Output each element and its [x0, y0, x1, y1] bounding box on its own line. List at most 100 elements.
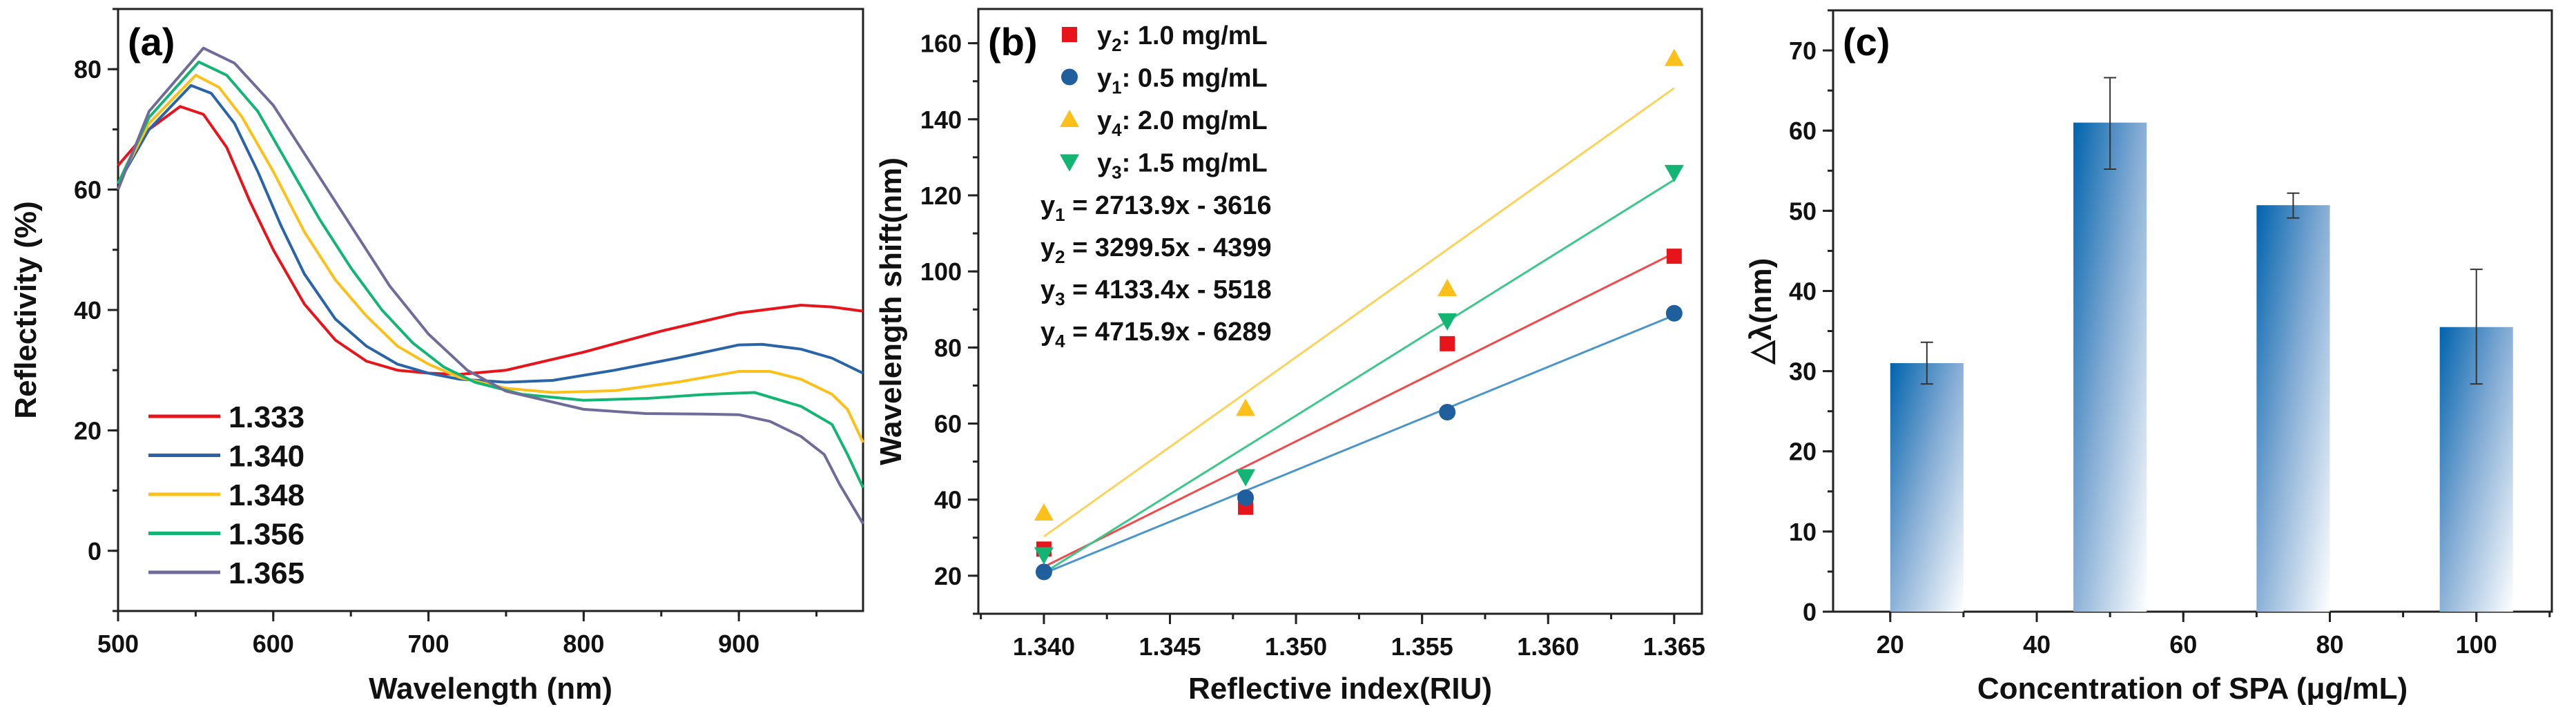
legend-label: 1.348	[229, 478, 304, 512]
curve-1-348	[117, 73, 864, 443]
panel-b-wavelength-shift-chart: 1.340 1.345 1.350 1.355 1.360 1.365 20 40 60 80 10…	[874, 8, 1705, 706]
y-tick-label: 0	[88, 537, 101, 565]
x-tick-label: 600	[253, 630, 294, 658]
equation-var: y	[1040, 233, 1055, 262]
y-axis-title: △λ(nm)	[1744, 258, 1778, 365]
x-tick-label: 1.360	[1517, 632, 1579, 661]
x-tick-label: 1.355	[1391, 632, 1453, 661]
legend-text: : 2.0 mg/mL	[1122, 106, 1268, 135]
fit-line-y1	[1043, 314, 1675, 574]
legend-var: y	[1097, 149, 1112, 178]
data-point-y4	[1437, 278, 1458, 296]
panel-c-concentration-bar-chart: 20 40 60 80 100 0 10 20 30 40 50 60 70 Concentration …	[1744, 9, 2553, 706]
y-tick-label: 70	[1789, 37, 1817, 65]
x-tick-label: 800	[563, 630, 604, 658]
equation-text: = 2713.9x - 3616	[1065, 191, 1272, 220]
panel-label: (a)	[128, 20, 175, 64]
fit-equation: y4 = 4715.9x - 6289	[1040, 318, 1272, 351]
curve-1-340	[117, 84, 864, 384]
data-point-y2	[1666, 249, 1682, 264]
legend-subscript: 1	[1112, 77, 1121, 98]
y-tick-label: 60	[1789, 117, 1817, 145]
equation-var: y	[1040, 275, 1055, 304]
data-point-y4	[1034, 503, 1054, 521]
bar-25	[1890, 362, 1964, 612]
data-point-y3	[1664, 164, 1684, 182]
equation-text: = 4133.4x - 5518	[1065, 275, 1272, 304]
equation-subscript: 1	[1055, 204, 1065, 225]
panel-label: (c)	[1843, 20, 1890, 64]
x-tick-label: 500	[97, 630, 139, 658]
legend-label: y1: 0.5 mg/mL	[1097, 64, 1268, 98]
data-point-y1	[1237, 489, 1255, 506]
x-axis-title: Wavelength (nm)	[369, 672, 612, 706]
y-tick-label: 60	[934, 410, 962, 438]
data-point-y2	[1440, 336, 1455, 351]
panel-label: (b)	[988, 20, 1038, 64]
x-tick-label: 40	[2023, 630, 2051, 659]
y-tick-label: 20	[74, 416, 101, 445]
data-point-y1	[1665, 304, 1683, 322]
y-tick-label: 120	[920, 182, 962, 210]
data-point-y1	[1439, 404, 1456, 420]
x-tick-label: 1.345	[1139, 632, 1201, 661]
x-axis-title: Concentration of SPA (μg/mL)	[1977, 672, 2408, 706]
equation-subscript: 3	[1055, 289, 1065, 309]
fit-equation: y2 = 3299.5x - 4399	[1040, 233, 1272, 267]
x-tick-label: 900	[718, 630, 759, 658]
data-point-y1	[1035, 563, 1052, 581]
data-point-y3	[1236, 469, 1256, 487]
legend-marker	[1060, 110, 1079, 127]
y-tick-label: 60	[74, 176, 101, 204]
y-tick-label: 100	[920, 258, 962, 286]
legend-marker	[1060, 154, 1079, 172]
bar-50	[2073, 122, 2147, 612]
equation-subscript: 2	[1055, 246, 1065, 267]
x-tick-label: 1.365	[1643, 632, 1705, 661]
curve-1-356	[117, 60, 864, 489]
y-tick-label: 80	[934, 333, 962, 362]
y-tick-label: 80	[74, 55, 101, 84]
y-tick-label: 10	[1789, 518, 1817, 546]
x-tick-label: 20	[1877, 630, 1904, 659]
legend-subscript: 2	[1112, 35, 1121, 55]
legend-label: y3: 1.5 mg/mL	[1097, 149, 1268, 183]
legend-text: : 1.0 mg/mL	[1122, 21, 1268, 50]
y-tick-label: 0	[1803, 598, 1817, 626]
bar-75	[2256, 205, 2330, 612]
y-tick-label: 50	[1789, 197, 1817, 225]
legend-var: y	[1097, 106, 1112, 135]
data-point-y4	[1236, 398, 1256, 416]
y-tick-label: 40	[1789, 277, 1817, 305]
legend-label: 1.356	[229, 518, 304, 552]
x-tick-label: 60	[2169, 630, 2197, 659]
fit-line-y2	[1043, 252, 1675, 568]
curve-1-365	[117, 46, 864, 525]
fit-equation: y3 = 4133.4x - 5518	[1040, 275, 1272, 309]
legend-var: y	[1097, 64, 1112, 93]
legend-subscript: 4	[1112, 119, 1122, 140]
legend-label: 1.365	[229, 556, 304, 590]
plot-frame	[1832, 9, 2553, 613]
y-tick-label: 160	[920, 30, 962, 58]
y-tick-label: 20	[934, 562, 962, 590]
equation-subscript: 4	[1055, 331, 1065, 351]
data-point-y3	[1034, 547, 1054, 565]
legend-var: y	[1097, 21, 1112, 50]
x-tick-label: 100	[2456, 630, 2497, 659]
data-point-y3	[1437, 313, 1458, 331]
panel-a-reflectivity-chart: 500 600 700 800 900 0 20 40 60 80 Wavelength (nm) R…	[9, 8, 864, 706]
fit-equation: y1 = 2713.9x - 3616	[1040, 191, 1272, 225]
x-tick-label: 1.340	[1013, 632, 1075, 661]
y-tick-label: 30	[1789, 358, 1817, 386]
y-tick-label: 140	[920, 106, 962, 134]
legend-label: y2: 1.0 mg/mL	[1097, 21, 1268, 55]
legend-marker	[1062, 27, 1077, 42]
legend-label: 1.333	[229, 400, 304, 434]
y-tick-label: 40	[934, 486, 962, 514]
y-axis-title: Reflectivity (%)	[9, 201, 43, 418]
y-tick-label: 20	[1789, 438, 1817, 466]
x-tick-label: 700	[408, 630, 449, 658]
y-axis-title: Wavelength shift(nm)	[874, 157, 908, 465]
